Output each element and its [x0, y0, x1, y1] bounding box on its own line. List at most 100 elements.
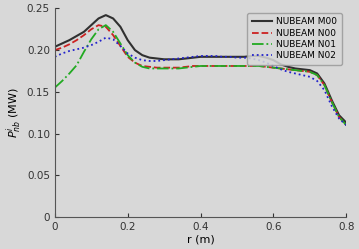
- NUBEAM M00: [315, 72, 319, 75]
- NUBEAM N00: [199, 64, 203, 67]
- NUBEAM N02: [206, 55, 210, 58]
- NUBEAM M00: [286, 65, 290, 68]
- NUBEAM N00: [300, 69, 305, 72]
- NUBEAM M00: [264, 56, 268, 59]
- NUBEAM M00: [104, 14, 108, 17]
- NUBEAM M00: [337, 114, 341, 117]
- NUBEAM N01: [220, 64, 225, 67]
- NUBEAM N00: [53, 49, 57, 52]
- NUBEAM M00: [228, 55, 232, 58]
- NUBEAM N00: [67, 43, 71, 46]
- Line: NUBEAM M00: NUBEAM M00: [55, 15, 346, 123]
- NUBEAM N02: [213, 55, 217, 58]
- NUBEAM N00: [213, 64, 217, 67]
- NUBEAM M00: [140, 54, 144, 57]
- NUBEAM N01: [344, 124, 349, 127]
- NUBEAM N01: [75, 64, 79, 67]
- NUBEAM N00: [271, 66, 276, 69]
- Y-axis label: $P^{i}_{nb}$ (MW): $P^{i}_{nb}$ (MW): [4, 87, 24, 138]
- NUBEAM N01: [330, 100, 334, 103]
- NUBEAM N02: [330, 105, 334, 108]
- NUBEAM N00: [257, 64, 261, 67]
- NUBEAM N01: [96, 28, 101, 31]
- NUBEAM N01: [53, 86, 57, 89]
- NUBEAM N02: [104, 36, 108, 39]
- NUBEAM N00: [315, 74, 319, 77]
- NUBEAM N02: [96, 40, 101, 43]
- NUBEAM N02: [242, 56, 246, 59]
- NUBEAM M00: [220, 55, 225, 58]
- NUBEAM N01: [177, 67, 181, 70]
- NUBEAM N01: [300, 69, 305, 72]
- NUBEAM N00: [191, 64, 195, 67]
- NUBEAM N01: [67, 72, 71, 75]
- NUBEAM N00: [293, 69, 298, 72]
- NUBEAM N01: [60, 79, 64, 82]
- NUBEAM M00: [60, 42, 64, 45]
- NUBEAM N01: [155, 67, 159, 70]
- NUBEAM N02: [279, 68, 283, 71]
- NUBEAM N02: [162, 59, 166, 62]
- Line: NUBEAM N00: NUBEAM N00: [55, 25, 346, 125]
- NUBEAM N00: [177, 66, 181, 69]
- NUBEAM N00: [162, 66, 166, 69]
- NUBEAM N00: [286, 68, 290, 71]
- NUBEAM N00: [184, 65, 188, 68]
- NUBEAM N00: [155, 66, 159, 69]
- NUBEAM N02: [344, 124, 349, 127]
- NUBEAM N00: [140, 64, 144, 67]
- NUBEAM N01: [148, 67, 152, 70]
- NUBEAM N02: [60, 52, 64, 55]
- NUBEAM N01: [111, 30, 115, 33]
- NUBEAM M00: [300, 68, 305, 71]
- NUBEAM N01: [82, 50, 86, 53]
- NUBEAM N02: [53, 55, 57, 58]
- Line: NUBEAM N01: NUBEAM N01: [55, 25, 346, 125]
- NUBEAM N01: [250, 64, 254, 67]
- NUBEAM M00: [89, 24, 93, 27]
- NUBEAM N01: [228, 64, 232, 67]
- NUBEAM N01: [293, 69, 298, 72]
- NUBEAM M00: [213, 55, 217, 58]
- NUBEAM N01: [337, 115, 341, 118]
- NUBEAM M00: [257, 55, 261, 58]
- NUBEAM N00: [60, 46, 64, 49]
- NUBEAM N02: [177, 57, 181, 60]
- NUBEAM N00: [148, 65, 152, 68]
- NUBEAM N02: [271, 64, 276, 67]
- NUBEAM M00: [250, 55, 254, 58]
- NUBEAM N01: [118, 42, 122, 45]
- NUBEAM M00: [148, 56, 152, 59]
- NUBEAM N00: [308, 70, 312, 73]
- NUBEAM N00: [206, 64, 210, 67]
- NUBEAM N02: [235, 56, 239, 59]
- NUBEAM N02: [264, 61, 268, 64]
- NUBEAM N02: [308, 75, 312, 78]
- NUBEAM N00: [322, 84, 327, 87]
- NUBEAM N02: [155, 60, 159, 62]
- NUBEAM N01: [162, 67, 166, 70]
- X-axis label: r (m): r (m): [187, 235, 214, 245]
- NUBEAM M00: [271, 59, 276, 62]
- NUBEAM N02: [140, 59, 144, 62]
- NUBEAM M00: [242, 55, 246, 58]
- NUBEAM N01: [126, 54, 130, 57]
- NUBEAM N02: [220, 55, 225, 58]
- NUBEAM N00: [344, 124, 349, 127]
- NUBEAM N02: [315, 79, 319, 82]
- NUBEAM N01: [206, 64, 210, 67]
- NUBEAM N01: [286, 68, 290, 71]
- NUBEAM M00: [330, 99, 334, 102]
- NUBEAM N02: [133, 56, 137, 59]
- NUBEAM M00: [199, 55, 203, 58]
- NUBEAM M00: [322, 82, 327, 85]
- NUBEAM M00: [308, 69, 312, 72]
- NUBEAM N00: [250, 64, 254, 67]
- NUBEAM N02: [257, 59, 261, 62]
- NUBEAM N01: [184, 66, 188, 69]
- NUBEAM N00: [169, 66, 173, 69]
- NUBEAM N02: [75, 48, 79, 51]
- NUBEAM N00: [337, 115, 341, 118]
- NUBEAM N02: [82, 46, 86, 49]
- NUBEAM N02: [89, 44, 93, 47]
